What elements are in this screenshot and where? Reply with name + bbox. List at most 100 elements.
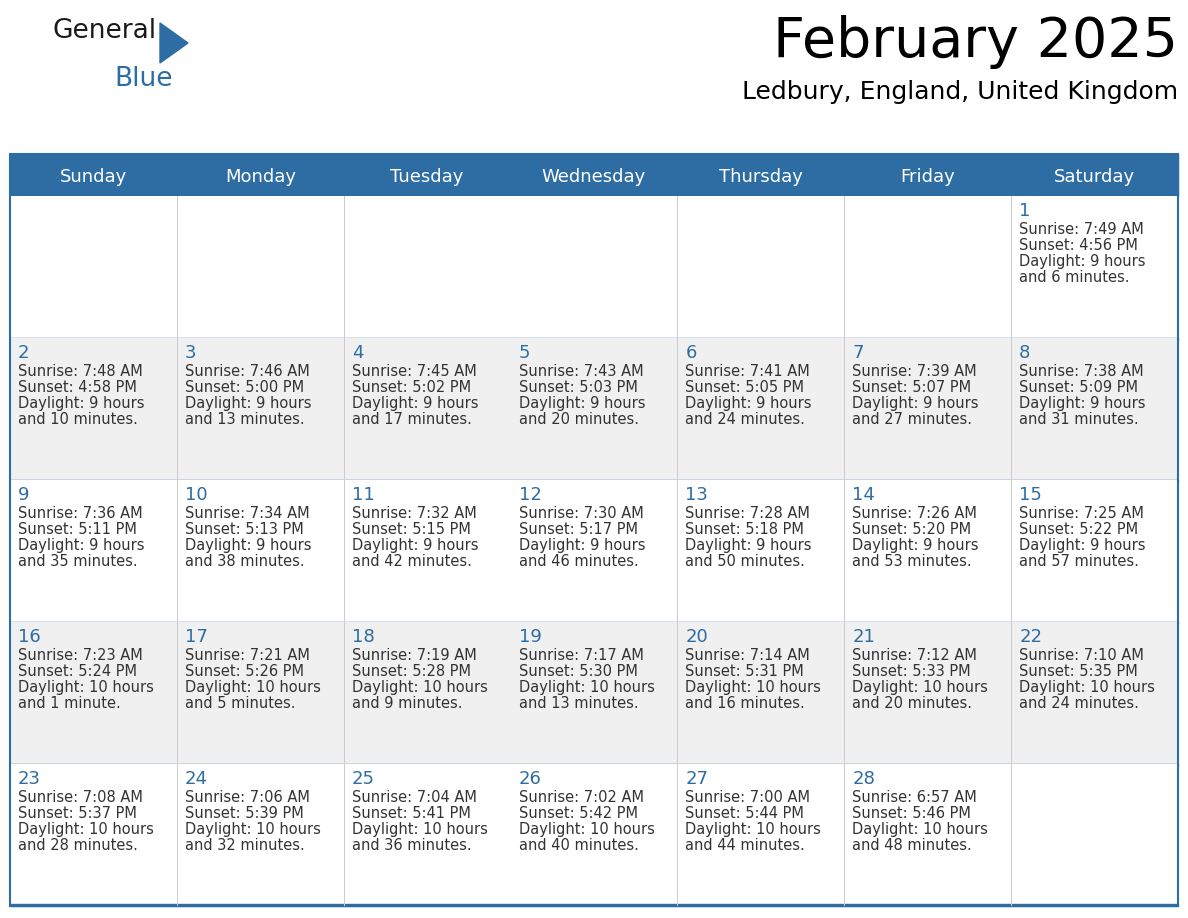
Text: Daylight: 9 hours: Daylight: 9 hours <box>685 396 811 411</box>
Text: and 24 minutes.: and 24 minutes. <box>685 412 805 427</box>
Text: Sunrise: 7:49 AM: Sunrise: 7:49 AM <box>1019 222 1144 237</box>
Text: Daylight: 10 hours: Daylight: 10 hours <box>519 680 655 695</box>
Text: Sunset: 5:42 PM: Sunset: 5:42 PM <box>519 806 638 821</box>
Text: and 50 minutes.: and 50 minutes. <box>685 554 805 569</box>
Text: and 20 minutes.: and 20 minutes. <box>852 696 972 711</box>
Text: Sunrise: 7:32 AM: Sunrise: 7:32 AM <box>352 506 476 521</box>
Text: Daylight: 9 hours: Daylight: 9 hours <box>352 538 479 553</box>
Text: Sunset: 5:44 PM: Sunset: 5:44 PM <box>685 806 804 821</box>
Text: Sunrise: 7:17 AM: Sunrise: 7:17 AM <box>519 648 644 663</box>
Text: Sunset: 5:24 PM: Sunset: 5:24 PM <box>18 664 137 679</box>
Text: Sunset: 5:31 PM: Sunset: 5:31 PM <box>685 664 804 679</box>
Text: and 16 minutes.: and 16 minutes. <box>685 696 805 711</box>
Text: Sunset: 5:05 PM: Sunset: 5:05 PM <box>685 380 804 395</box>
Text: and 57 minutes.: and 57 minutes. <box>1019 554 1139 569</box>
Text: February 2025: February 2025 <box>773 15 1178 69</box>
Text: and 32 minutes.: and 32 minutes. <box>185 838 304 853</box>
Text: Sunrise: 7:34 AM: Sunrise: 7:34 AM <box>185 506 310 521</box>
Text: Sunrise: 7:38 AM: Sunrise: 7:38 AM <box>1019 364 1144 379</box>
Text: 28: 28 <box>852 770 876 788</box>
Text: Daylight: 10 hours: Daylight: 10 hours <box>185 822 321 837</box>
Text: Sunrise: 7:19 AM: Sunrise: 7:19 AM <box>352 648 476 663</box>
Text: Daylight: 9 hours: Daylight: 9 hours <box>519 396 645 411</box>
Text: Sunrise: 7:04 AM: Sunrise: 7:04 AM <box>352 790 476 805</box>
Text: and 10 minutes.: and 10 minutes. <box>18 412 138 427</box>
Text: Sunrise: 7:00 AM: Sunrise: 7:00 AM <box>685 790 810 805</box>
Text: Sunrise: 7:45 AM: Sunrise: 7:45 AM <box>352 364 476 379</box>
Text: Daylight: 9 hours: Daylight: 9 hours <box>18 538 145 553</box>
Text: Sunrise: 7:30 AM: Sunrise: 7:30 AM <box>519 506 644 521</box>
Text: Daylight: 9 hours: Daylight: 9 hours <box>1019 396 1145 411</box>
Text: 6: 6 <box>685 344 697 362</box>
Text: Daylight: 10 hours: Daylight: 10 hours <box>352 680 487 695</box>
Text: 8: 8 <box>1019 344 1030 362</box>
Text: Daylight: 9 hours: Daylight: 9 hours <box>185 396 311 411</box>
Text: 25: 25 <box>352 770 374 788</box>
Text: and 9 minutes.: and 9 minutes. <box>352 696 462 711</box>
Text: Sunset: 5:28 PM: Sunset: 5:28 PM <box>352 664 470 679</box>
Text: 1: 1 <box>1019 202 1030 220</box>
Text: and 24 minutes.: and 24 minutes. <box>1019 696 1139 711</box>
Text: Daylight: 10 hours: Daylight: 10 hours <box>352 822 487 837</box>
Text: 12: 12 <box>519 486 542 504</box>
Text: Wednesday: Wednesday <box>542 168 646 186</box>
Text: 21: 21 <box>852 628 876 646</box>
Text: Daylight: 10 hours: Daylight: 10 hours <box>852 680 988 695</box>
Text: 27: 27 <box>685 770 708 788</box>
Bar <box>10 196 1178 338</box>
Text: 22: 22 <box>1019 628 1042 646</box>
Text: 4: 4 <box>352 344 364 362</box>
Text: Daylight: 10 hours: Daylight: 10 hours <box>685 822 821 837</box>
Text: Sunset: 5:03 PM: Sunset: 5:03 PM <box>519 380 638 395</box>
Text: and 48 minutes.: and 48 minutes. <box>852 838 972 853</box>
Text: Sunrise: 7:10 AM: Sunrise: 7:10 AM <box>1019 648 1144 663</box>
Text: Sunrise: 7:26 AM: Sunrise: 7:26 AM <box>852 506 978 521</box>
Text: General: General <box>52 18 156 44</box>
Text: Sunset: 5:17 PM: Sunset: 5:17 PM <box>519 522 638 537</box>
Text: and 28 minutes.: and 28 minutes. <box>18 838 138 853</box>
Text: Sunset: 4:56 PM: Sunset: 4:56 PM <box>1019 238 1138 253</box>
Text: 19: 19 <box>519 628 542 646</box>
Text: and 6 minutes.: and 6 minutes. <box>1019 270 1130 285</box>
Text: 24: 24 <box>185 770 208 788</box>
Text: Sunset: 5:41 PM: Sunset: 5:41 PM <box>352 806 470 821</box>
Text: and 27 minutes.: and 27 minutes. <box>852 412 972 427</box>
Bar <box>10 764 1178 766</box>
Text: Sunrise: 7:46 AM: Sunrise: 7:46 AM <box>185 364 310 379</box>
Text: 20: 20 <box>685 628 708 646</box>
Text: Sunrise: 7:25 AM: Sunrise: 7:25 AM <box>1019 506 1144 521</box>
Text: and 20 minutes.: and 20 minutes. <box>519 412 639 427</box>
Text: and 40 minutes.: and 40 minutes. <box>519 838 638 853</box>
Text: Daylight: 9 hours: Daylight: 9 hours <box>352 396 479 411</box>
Text: Sunrise: 7:48 AM: Sunrise: 7:48 AM <box>18 364 143 379</box>
Text: Sunset: 5:09 PM: Sunset: 5:09 PM <box>1019 380 1138 395</box>
Text: and 44 minutes.: and 44 minutes. <box>685 838 805 853</box>
Text: Daylight: 9 hours: Daylight: 9 hours <box>1019 538 1145 553</box>
Text: Daylight: 9 hours: Daylight: 9 hours <box>519 538 645 553</box>
Text: Sunset: 5:30 PM: Sunset: 5:30 PM <box>519 664 638 679</box>
Text: 15: 15 <box>1019 486 1042 504</box>
Text: and 38 minutes.: and 38 minutes. <box>185 554 304 569</box>
Text: Sunrise: 7:36 AM: Sunrise: 7:36 AM <box>18 506 143 521</box>
Text: Monday: Monday <box>225 168 296 186</box>
Text: 10: 10 <box>185 486 208 504</box>
Text: 5: 5 <box>519 344 530 362</box>
Bar <box>10 904 1178 906</box>
Text: and 42 minutes.: and 42 minutes. <box>352 554 472 569</box>
Text: and 1 minute.: and 1 minute. <box>18 696 121 711</box>
Text: 23: 23 <box>18 770 42 788</box>
Text: Blue: Blue <box>114 66 172 92</box>
Text: Sunset: 5:20 PM: Sunset: 5:20 PM <box>852 522 972 537</box>
Text: and 46 minutes.: and 46 minutes. <box>519 554 638 569</box>
Text: Sunset: 5:35 PM: Sunset: 5:35 PM <box>1019 664 1138 679</box>
Text: Daylight: 10 hours: Daylight: 10 hours <box>185 680 321 695</box>
Text: 14: 14 <box>852 486 876 504</box>
Text: Sunset: 5:33 PM: Sunset: 5:33 PM <box>852 664 971 679</box>
Text: Thursday: Thursday <box>719 168 803 186</box>
Text: 9: 9 <box>18 486 30 504</box>
Text: 11: 11 <box>352 486 374 504</box>
Polygon shape <box>160 23 188 63</box>
Text: Daylight: 9 hours: Daylight: 9 hours <box>18 396 145 411</box>
Bar <box>10 154 1178 158</box>
Text: Sunrise: 7:06 AM: Sunrise: 7:06 AM <box>185 790 310 805</box>
